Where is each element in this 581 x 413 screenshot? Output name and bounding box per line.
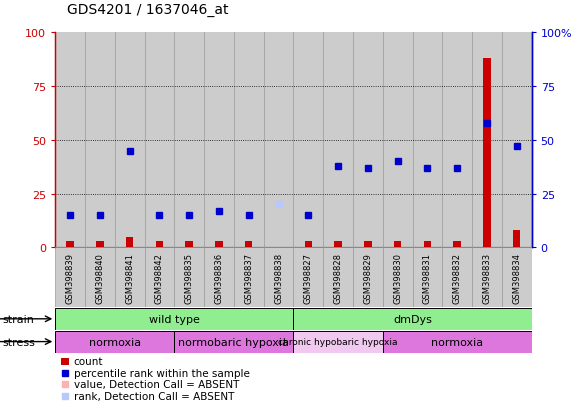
Bar [185,241,193,248]
Text: GSM398840: GSM398840 [95,252,105,303]
Bar [293,33,323,248]
Text: GSM398831: GSM398831 [423,252,432,303]
Bar [383,248,413,308]
Bar [483,59,491,248]
Bar [215,241,223,248]
Bar [85,248,115,308]
Bar [323,33,353,248]
Text: GSM398833: GSM398833 [482,252,492,303]
Bar [156,241,163,248]
Bar [502,248,532,308]
Bar [264,33,293,248]
Bar [472,248,502,308]
Bar [353,248,383,308]
Bar [442,248,472,308]
Bar [174,33,204,248]
Text: GSM398837: GSM398837 [244,252,253,303]
Bar [174,248,204,308]
Text: GSM398835: GSM398835 [185,252,193,303]
Bar [334,241,342,248]
Text: normoxia: normoxia [431,337,483,347]
Text: GSM398832: GSM398832 [453,252,462,303]
Bar [364,241,372,248]
Text: stress: stress [3,337,36,347]
Text: strain: strain [3,314,35,324]
Text: wild type: wild type [149,314,200,324]
Bar [55,33,85,248]
Bar [513,230,521,248]
Text: GSM398839: GSM398839 [66,252,74,303]
Text: GSM398830: GSM398830 [393,252,402,303]
Bar [85,33,115,248]
Text: dmDys: dmDys [393,314,432,324]
Bar [424,241,431,248]
Bar [96,241,103,248]
Bar [502,33,532,248]
Bar [304,241,312,248]
Bar [55,331,174,353]
Bar [442,33,472,248]
Bar [264,248,293,308]
Bar [353,33,383,248]
Bar [293,248,323,308]
Bar [245,241,253,248]
Bar [66,241,74,248]
Text: GSM398841: GSM398841 [125,252,134,303]
Text: chronic hypobaric hypoxia: chronic hypobaric hypoxia [278,337,398,346]
Bar [234,248,264,308]
Bar [383,331,532,353]
Bar [413,33,442,248]
Bar [145,248,174,308]
Bar [115,248,145,308]
Bar [293,331,383,353]
Bar [145,33,174,248]
Bar [115,33,145,248]
Text: GSM398828: GSM398828 [333,252,343,303]
Bar [383,33,413,248]
Text: count: count [74,356,103,366]
Bar [394,241,401,248]
Text: normoxia: normoxia [89,337,141,347]
Bar [55,308,293,330]
Text: GSM398838: GSM398838 [274,252,283,303]
Bar [413,248,442,308]
Bar [126,237,134,248]
Bar [204,248,234,308]
Bar [293,308,532,330]
Text: value, Detection Call = ABSENT: value, Detection Call = ABSENT [74,380,239,389]
Bar [472,33,502,248]
Text: percentile rank within the sample: percentile rank within the sample [74,368,250,378]
Bar [234,33,264,248]
Text: GSM398829: GSM398829 [363,252,372,303]
Text: GSM398836: GSM398836 [214,252,224,303]
Bar [204,33,234,248]
Text: normobaric hypoxia: normobaric hypoxia [178,337,289,347]
Bar [323,248,353,308]
Bar [174,331,293,353]
Text: GSM398827: GSM398827 [304,252,313,303]
Text: GSM398842: GSM398842 [155,252,164,303]
Bar [453,241,461,248]
Bar [55,248,85,308]
Text: GSM398834: GSM398834 [512,252,521,303]
Text: rank, Detection Call = ABSENT: rank, Detection Call = ABSENT [74,391,234,401]
Text: GDS4201 / 1637046_at: GDS4201 / 1637046_at [67,2,228,17]
